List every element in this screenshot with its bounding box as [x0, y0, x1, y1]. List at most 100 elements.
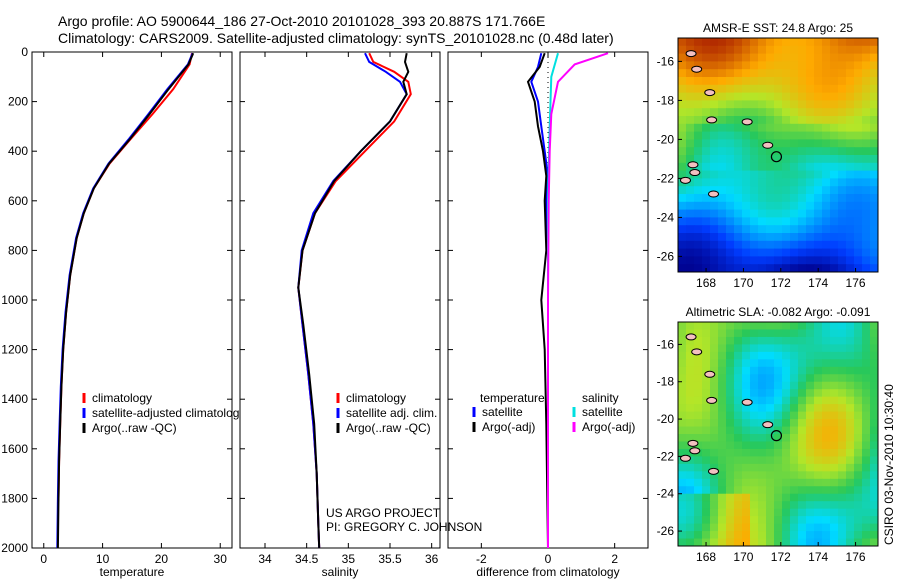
map-cell: [702, 508, 711, 517]
map-cell: [830, 336, 839, 345]
map-cell: [702, 434, 711, 443]
map-cell: [838, 147, 847, 156]
map-cell: [678, 434, 687, 443]
map-cell: [734, 233, 743, 242]
map-cell: [846, 329, 855, 338]
map-cell: [734, 123, 743, 133]
map-cell: [790, 329, 799, 338]
map-cell: [758, 61, 767, 70]
map-cell: [718, 61, 727, 70]
map-cell: [854, 538, 863, 546]
map-cell: [678, 531, 687, 540]
map-cell: [854, 53, 863, 62]
map-cell: [870, 209, 878, 218]
map-cell: [726, 493, 735, 502]
map-cell: [838, 344, 847, 353]
map-cell: [814, 359, 823, 368]
map-cell: [750, 170, 759, 179]
map-cell: [870, 419, 878, 428]
map-cell: [846, 233, 855, 242]
map-cell: [758, 100, 767, 109]
map-cell: [830, 501, 839, 510]
map-cell: [774, 131, 783, 140]
map-cell: [838, 516, 847, 525]
map-cell: [854, 336, 863, 345]
map-cell: [854, 116, 863, 125]
map-cell: [710, 523, 719, 532]
map-cell: [830, 201, 839, 211]
map-cell: [678, 374, 687, 383]
map-cell: [782, 61, 791, 70]
map-cell: [798, 329, 807, 338]
map-cell: [718, 359, 727, 368]
map-cell: [750, 61, 759, 70]
map-cell: [790, 162, 799, 172]
map-cell: [822, 501, 831, 510]
map-cell: [734, 108, 743, 117]
map-cell: [806, 209, 815, 218]
map-cell: [822, 45, 831, 55]
map-cell: [750, 426, 759, 435]
map-cell: [702, 139, 711, 148]
map-cell: [726, 434, 735, 443]
map-cell: [734, 448, 743, 457]
map-cell: [838, 92, 847, 101]
map-cell: [678, 116, 687, 125]
map-cell: [750, 516, 759, 525]
map-cell: [678, 61, 687, 70]
x-tick-label: 0: [545, 552, 552, 566]
map-cell: [718, 538, 727, 546]
map-cell: [774, 108, 783, 117]
map-cell: [782, 256, 791, 265]
map-cell: [790, 411, 799, 420]
map-cell: [862, 344, 871, 353]
map-cell: [750, 538, 759, 546]
map-cell: [694, 53, 703, 62]
island: [679, 454, 691, 462]
map-cell: [750, 411, 759, 420]
map-cell: [734, 264, 743, 272]
map-cell: [678, 471, 687, 480]
map-cell: [838, 170, 847, 179]
map-cell: [782, 374, 791, 383]
map-cell: [710, 538, 719, 546]
map-cell: [822, 84, 831, 94]
map-cell: [702, 147, 711, 156]
map-cell: [702, 441, 711, 450]
y-tick-label: -26: [657, 249, 675, 263]
map-cell: [854, 501, 863, 510]
map-cell: [702, 404, 711, 413]
map-cell: [862, 374, 871, 383]
map-cell: [830, 194, 839, 203]
map-cell: [766, 322, 775, 331]
map-cell: [806, 336, 815, 345]
map-cell: [790, 38, 799, 47]
map-cell: [750, 209, 759, 218]
map-cell: [862, 463, 871, 472]
map-cell: [822, 478, 831, 487]
map-cell: [686, 92, 695, 101]
map-cell: [822, 493, 831, 502]
map-cell: [806, 359, 815, 368]
map-cell: [694, 531, 703, 540]
map-cell: [702, 486, 711, 495]
map-cell: [726, 116, 735, 125]
map-cell: [766, 100, 775, 109]
island: [704, 89, 716, 97]
map-cell: [798, 456, 807, 465]
map-cell: [806, 92, 815, 101]
map-cell: [798, 471, 807, 480]
map-cell: [726, 478, 735, 487]
map-cell: [846, 359, 855, 368]
map-cell: [782, 351, 791, 360]
map-cell: [774, 501, 783, 510]
map-cell: [702, 493, 711, 502]
map-cell: [726, 456, 735, 465]
island: [741, 398, 753, 406]
map-cell: [726, 194, 735, 203]
map-cell: [734, 426, 743, 435]
map-cell: [686, 516, 695, 525]
map-cell: [734, 155, 743, 164]
map-cell: [750, 359, 759, 368]
map-cell: [694, 419, 703, 428]
